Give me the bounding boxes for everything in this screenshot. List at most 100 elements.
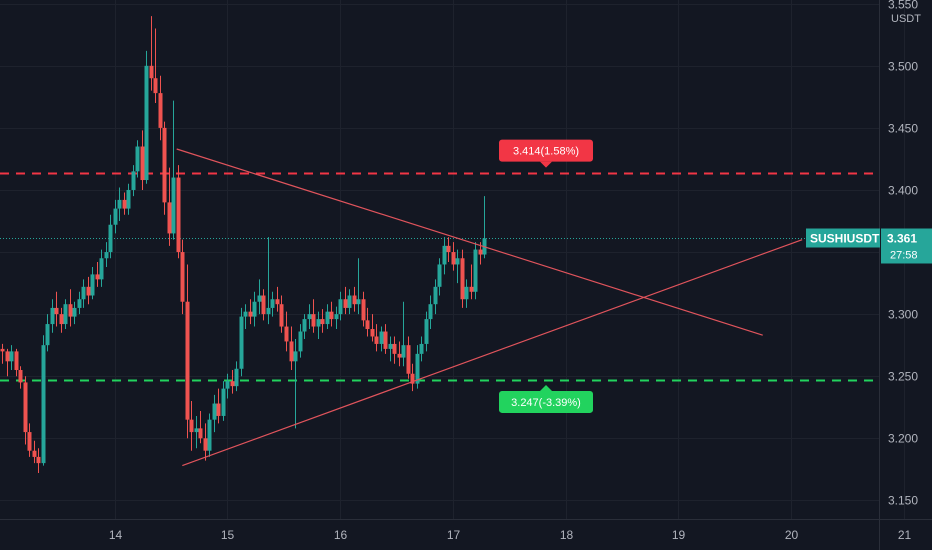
candle-body [473,249,478,292]
candle-body [216,403,221,416]
candle-body [379,331,384,344]
candle-body [54,307,59,315]
candle-body [428,304,433,320]
support-label-box [499,390,593,413]
candle-body [171,177,176,234]
candle-body [329,311,334,320]
candle-body [478,249,483,255]
candle-body [198,428,203,439]
candle-body [352,295,357,305]
support-label-pointer [540,384,552,391]
candle-body [252,301,257,317]
candle-body [144,65,149,181]
candle-body [221,388,226,416]
candle-body [117,199,122,209]
candle-body [307,314,312,320]
candlestick-series [0,16,487,474]
trendline-lower [182,239,803,467]
candle-body [338,299,343,315]
candle-body [203,438,208,451]
price-tag-box [881,228,932,264]
candle-body [59,314,64,325]
price-unit-label: USDT [891,13,921,25]
candle-body [446,245,451,253]
candle-body [131,171,136,190]
countdown-text: 27:58 [890,250,918,262]
candle-body [279,304,284,327]
candle-body [239,316,244,369]
candle-body [302,319,307,332]
candle-body [455,258,460,265]
candle-body [95,274,100,280]
candle-body [365,320,370,330]
candle-body [406,345,411,374]
candle-body [437,264,442,287]
candle-body [243,311,248,317]
candle-body [469,286,474,292]
candle-body [401,345,406,358]
candle-body [270,299,275,308]
trendline-upper [176,148,763,336]
candle-body [234,368,239,387]
candle-body [464,286,469,300]
candle-body [343,299,348,308]
candle-body [167,202,172,234]
candle-body [212,403,217,420]
candle-body [266,307,271,315]
candle-body [311,314,316,327]
time-tick-label: 14 [109,528,123,542]
candle-body [108,224,113,253]
candle-body [289,341,294,362]
candle-body [374,336,379,344]
candle-body [442,245,447,265]
time-tick-label: 21 [898,528,912,542]
candle-body [284,326,289,342]
candle-body [388,343,393,349]
candle-body [320,319,325,325]
candle-body [68,304,73,317]
time-tick-label: 15 [221,528,235,542]
candle-body [86,286,91,296]
candle-body [225,381,230,389]
candle-body [334,314,339,320]
candle-body [194,428,199,433]
time-tick-label: 20 [785,528,799,542]
candle-body [41,345,46,464]
resistance-label-pointer [540,161,552,168]
candle-body [415,353,420,384]
candle-body [90,274,95,296]
candle-body [347,295,352,308]
candle-body [135,146,140,172]
time-tick-label: 19 [672,528,686,542]
last-price-text: 3.361 [887,232,917,246]
time-tick-label: 16 [334,528,348,542]
candle-body [104,252,109,259]
candle-body [275,299,280,305]
candle-body [451,252,456,265]
candle-body [261,295,266,315]
symbol-tag-box [806,228,880,248]
time-tick-label: 18 [560,528,574,542]
candle-body [14,351,19,371]
candle-body [397,353,402,358]
candle-body [63,304,68,325]
candle-body [36,456,41,464]
candle-body [27,432,32,451]
candle-body [325,311,330,325]
candle-body [460,258,465,300]
candle-body [126,189,131,209]
price-tick-label: 3.200 [888,432,918,446]
price-tick-label: 3.250 [888,370,918,384]
candle-body [207,419,212,451]
candle-body [370,329,375,337]
candle-body [5,351,10,362]
candle-body [419,343,424,354]
last-price-tag: SUSHIUSDT 3.361 27:58 [806,228,932,264]
candle-body [18,370,23,383]
trendlines [176,148,803,467]
price-tick-label: 3.500 [888,60,918,74]
time-axis[interactable]: 14 15 16 17 18 19 20 21 [109,528,912,542]
candle-body [122,199,127,209]
candle-body [424,319,429,344]
